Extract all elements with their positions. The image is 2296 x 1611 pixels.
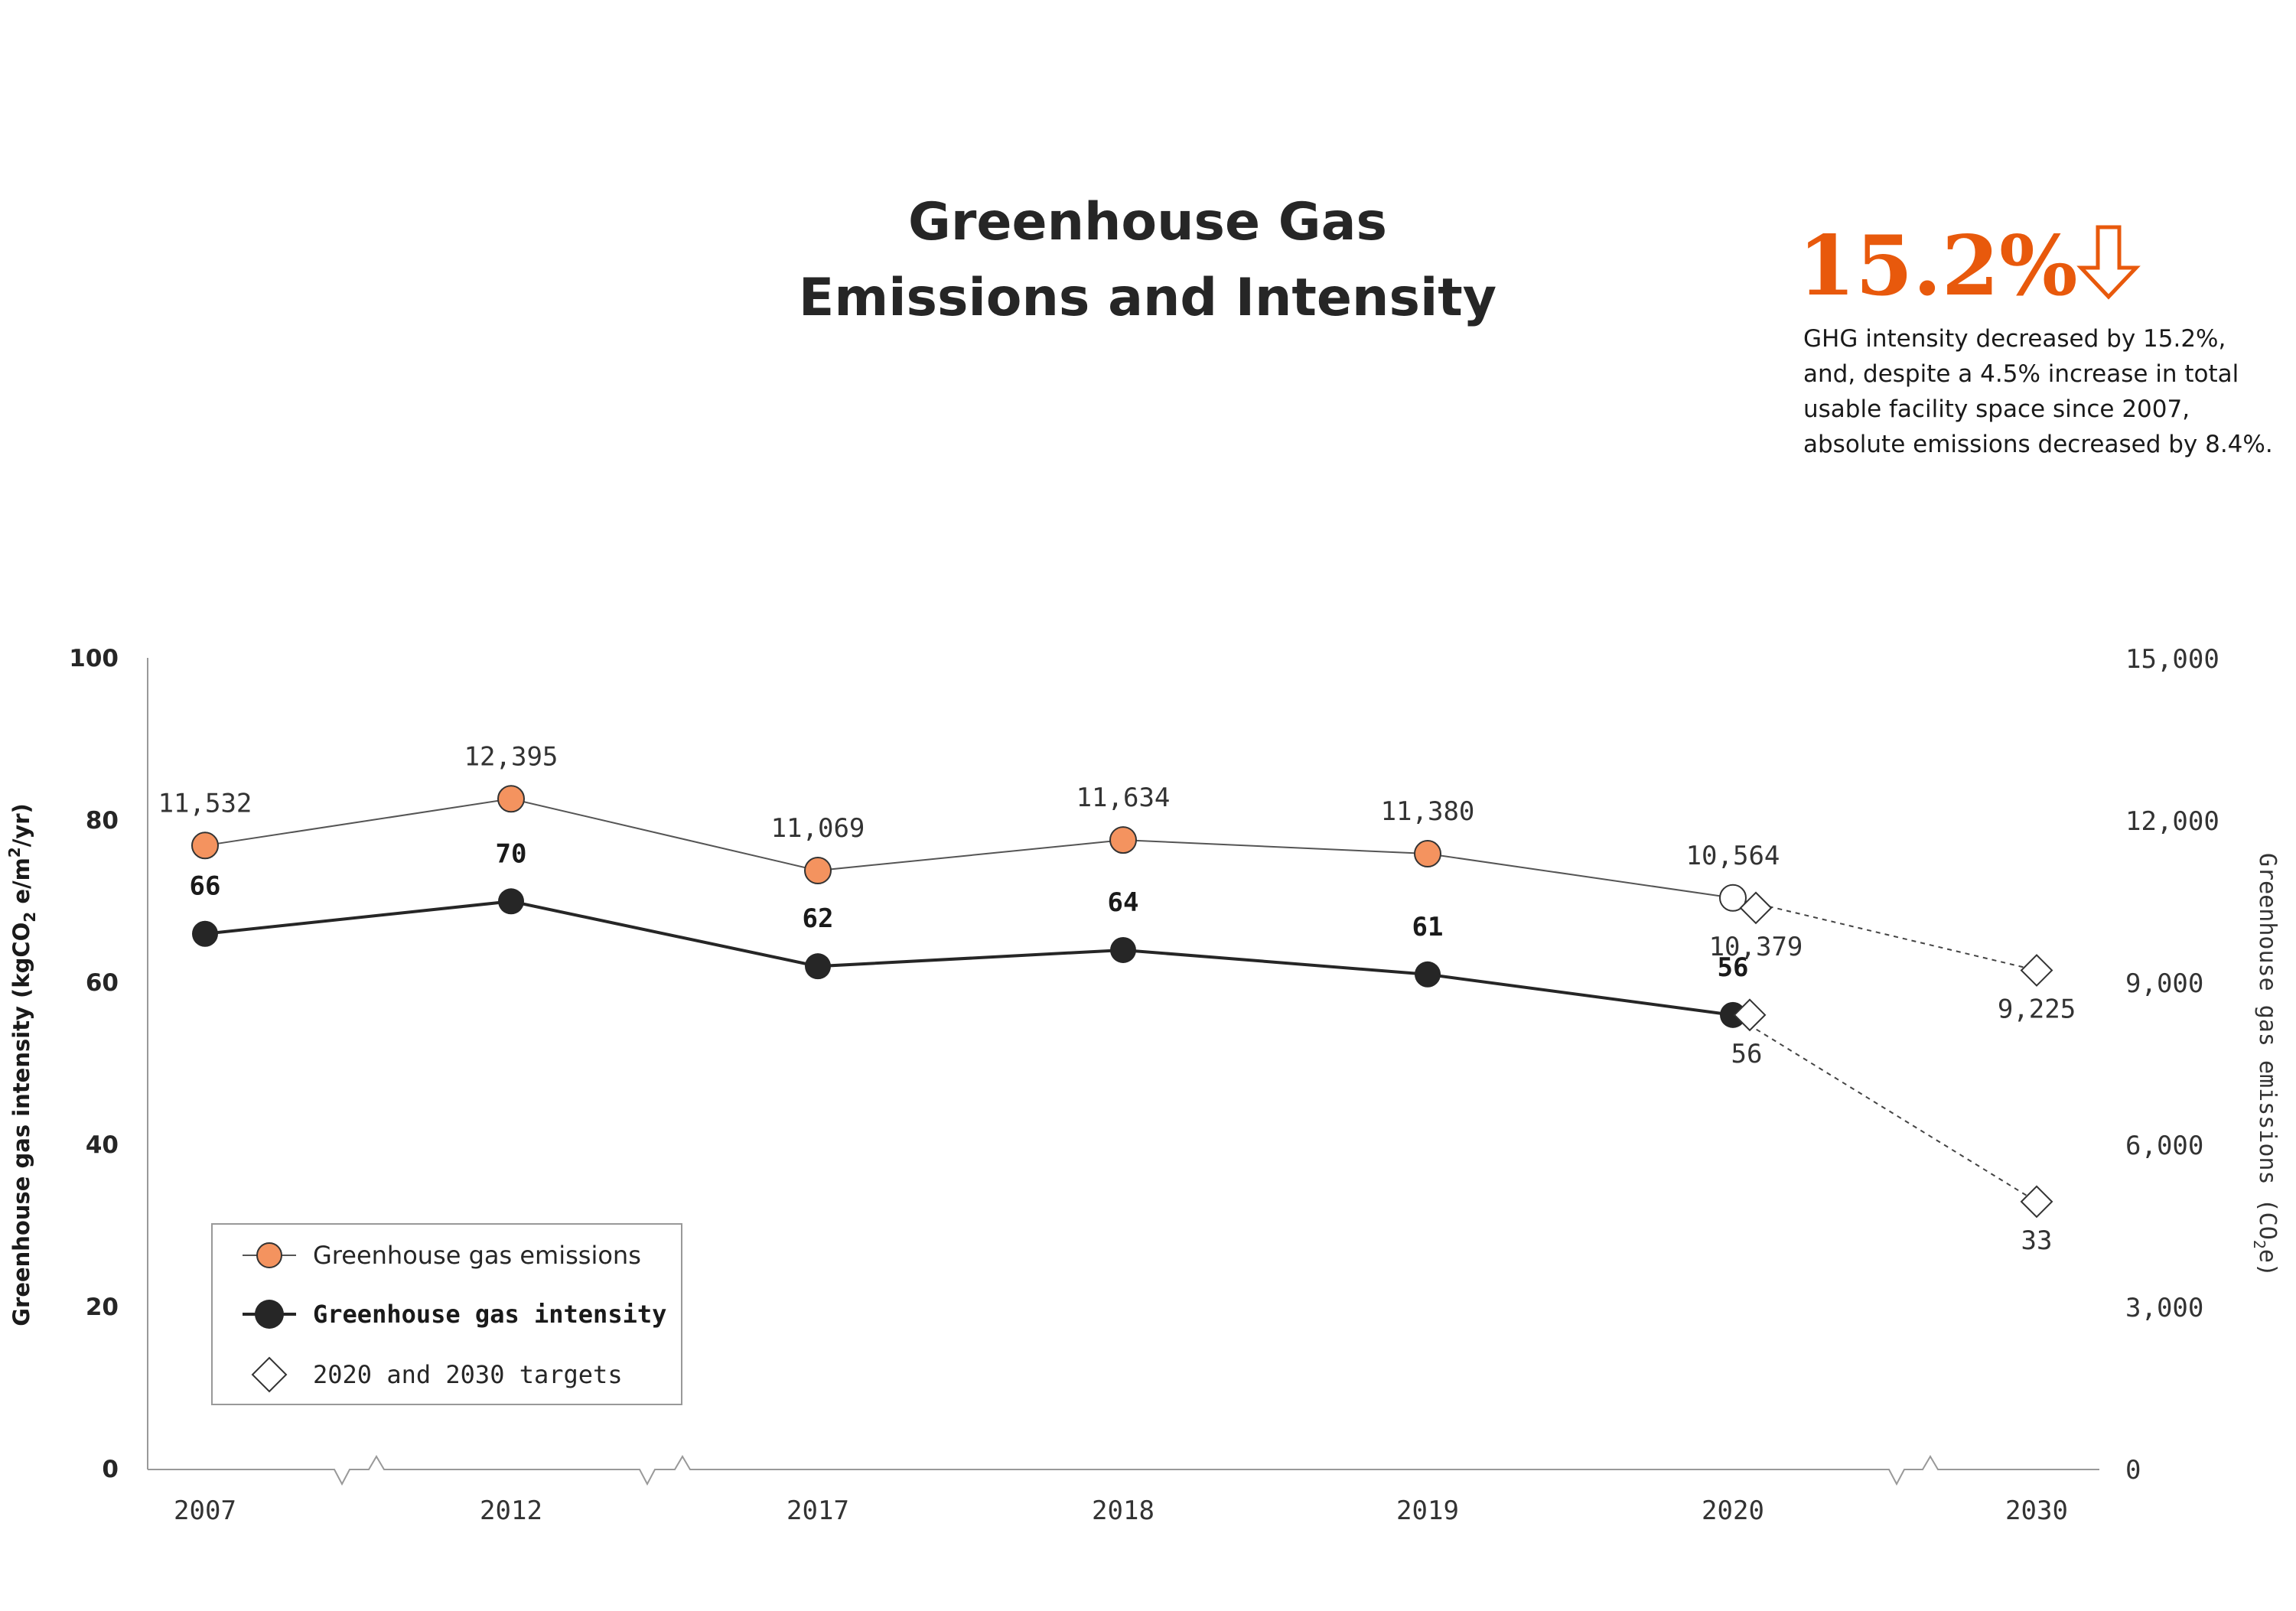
intensity-target-label-2020: 56 <box>1731 1039 1763 1069</box>
chart-marks: 11,532 12,395 11,069 11,634 11,380 10,564 66 70… <box>158 741 2076 1256</box>
legend-label-intensity: Greenhouse gas intensity <box>313 1300 666 1329</box>
x-tick-2020: 2020 <box>1702 1495 1764 1526</box>
intensity-point-2007 <box>192 920 218 947</box>
emissions-label-2007: 11,532 <box>158 788 252 819</box>
emissions-target-label-2030: 9,225 <box>1998 994 2076 1024</box>
intensity-label-2007: 66 <box>190 871 221 902</box>
x-tick-2007: 2007 <box>174 1495 236 1526</box>
intensity-label-2020: 56 <box>1718 952 1749 983</box>
y-left-tick-100: 100 <box>69 645 119 672</box>
chart-title-line1: Greenhouse Gas <box>908 192 1387 252</box>
emissions-target-line <box>1732 897 2037 971</box>
y-left-tick-40: 40 <box>86 1131 119 1159</box>
emissions-point-2012 <box>497 785 525 813</box>
highlight-text-line3: usable facility space since 2007, <box>1803 395 2190 423</box>
intensity-target-2020 <box>1733 998 1767 1032</box>
intensity-target-line <box>1732 1014 2037 1203</box>
emissions-label-2019: 11,380 <box>1381 796 1475 827</box>
intensity-point-2020 <box>1720 1001 1746 1028</box>
intensity-target-label-2030: 33 <box>2021 1225 2053 1256</box>
intensity-point-2017 <box>805 953 831 980</box>
emissions-target-2030 <box>2020 954 2053 987</box>
y-left-tick-20: 20 <box>86 1294 119 1321</box>
intensity-label-2012: 70 <box>496 838 527 869</box>
emissions-label-2012: 12,395 <box>464 741 559 772</box>
x-tick-2019: 2019 <box>1396 1495 1459 1526</box>
emissions-point-2018 <box>1109 826 1137 854</box>
emissions-series-line <box>204 798 1734 899</box>
y-right-tick-12000: 12,000 <box>2125 806 2219 837</box>
highlight-text-line2: and, despite a 4.5% increase in total <box>1803 360 2239 388</box>
intensity-label-2018: 64 <box>1108 887 1139 918</box>
emissions-label-2020: 10,564 <box>1686 841 1780 871</box>
legend-label-targets: 2020 and 2030 targets <box>313 1360 623 1389</box>
legend-intensity-marker <box>255 1300 284 1329</box>
x-tick-2012: 2012 <box>480 1495 542 1526</box>
legend-label-emissions: Greenhouse gas emissions <box>313 1241 641 1270</box>
emissions-label-2017: 11,069 <box>771 813 865 844</box>
highlight-text-line4: absolute emissions decreased by 8.4%. <box>1803 431 2273 458</box>
y-axis-right-title: Greenhouse gas emissions (CO2e) <box>2250 853 2281 1277</box>
y-left-tick-80: 80 <box>86 807 119 835</box>
y-right-tick-9000: 9,000 <box>2125 968 2203 999</box>
emissions-point-2020 <box>1719 884 1747 912</box>
intensity-label-2017: 62 <box>803 903 834 934</box>
y-right-tick-0: 0 <box>2125 1455 2141 1486</box>
highlight-text-line1: GHG intensity decreased by 15.2%, <box>1803 325 2226 353</box>
intensity-point-2019 <box>1415 961 1441 988</box>
emissions-point-2017 <box>804 857 832 885</box>
legend: Greenhouse gas emissions Greenhouse gas … <box>211 1223 682 1405</box>
legend-emissions-marker <box>256 1242 282 1268</box>
emissions-label-2018: 11,634 <box>1076 783 1171 813</box>
y-left-tick-60: 60 <box>86 969 119 997</box>
intensity-series-line <box>204 900 1734 1017</box>
y-right-tick-15000: 15,000 <box>2125 644 2219 675</box>
emissions-point-2019 <box>1414 840 1441 868</box>
y-axis-left-title: Greenhouse gas intensity (kgCO2 e/m2/yr) <box>5 803 39 1326</box>
down-arrow-icon <box>2076 225 2141 300</box>
emissions-point-2007 <box>191 832 219 860</box>
chart-title-line2: Emissions and Intensity <box>799 268 1496 328</box>
intensity-point-2018 <box>1110 936 1136 963</box>
y-right-tick-3000: 3,000 <box>2125 1293 2203 1323</box>
emissions-target-label-2020: 10,379 <box>1709 932 1803 962</box>
intensity-point-2012 <box>498 888 524 915</box>
x-tick-2017: 2017 <box>787 1495 849 1526</box>
x-tick-2030: 2030 <box>2005 1495 2068 1526</box>
intensity-target-2030 <box>2020 1185 2053 1219</box>
emissions-target-2020 <box>1739 891 1773 925</box>
x-axis-baseline <box>148 1455 2099 1486</box>
legend-target-marker <box>251 1356 288 1393</box>
intensity-label-2019: 61 <box>1412 912 1444 942</box>
y-right-tick-6000: 6,000 <box>2125 1131 2203 1161</box>
y-left-tick-0: 0 <box>102 1456 119 1483</box>
x-tick-2018: 2018 <box>1092 1495 1155 1526</box>
highlight-value: 15.2% <box>1798 218 2078 314</box>
